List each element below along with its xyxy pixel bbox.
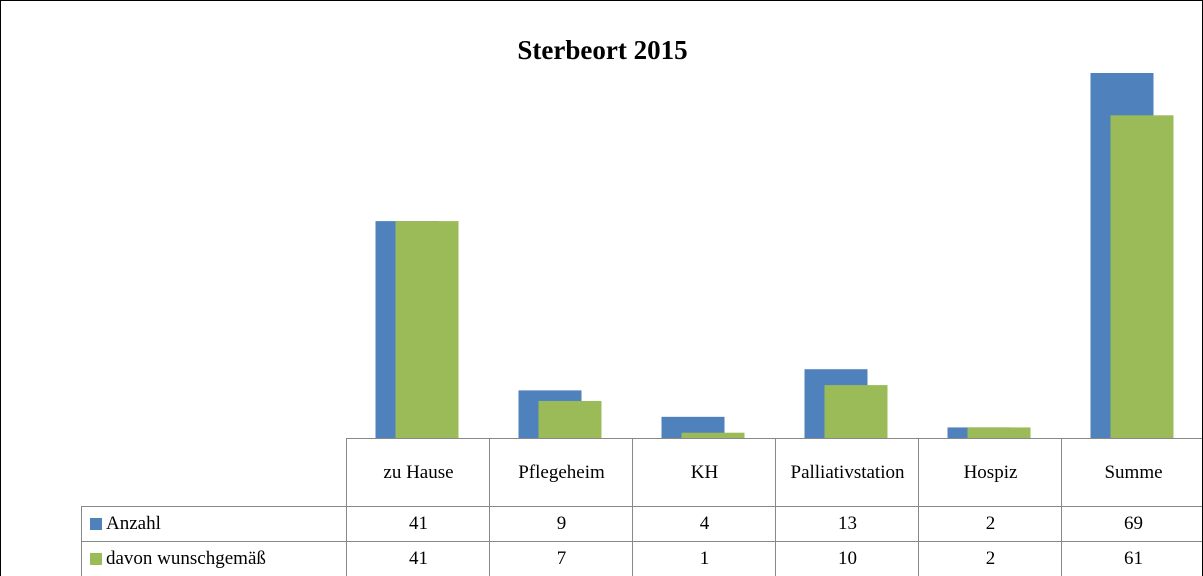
table-value: 41 [346,541,490,576]
table-value: 9 [489,506,633,541]
table-value-text: 41 [409,513,428,535]
table-value: 10 [775,541,919,576]
column-header-text: Hospiz [963,461,1018,483]
bar [967,427,1031,438]
column-header: Pflegeheim [489,438,633,506]
table-value-text: 2 [985,513,996,535]
column-header: Hospiz [918,438,1062,506]
table-value-text: 1 [699,548,710,570]
column-header-text: Pflegeheim [518,461,605,483]
table-value: 13 [775,506,919,541]
bar [1110,115,1174,438]
legend-label: davon wunschgemäß [106,548,266,570]
column-header-text: zu Hause [383,461,454,483]
table-value: 4 [632,506,776,541]
table-value: 61 [1061,541,1202,576]
table-value-text: 4 [699,513,710,535]
chart-title: Sterbeort 2015 [517,35,688,65]
bar [538,400,602,438]
bar [395,221,459,438]
table-value-text: 69 [1124,513,1143,535]
legend-row: davon wunschgemäß [81,541,346,576]
column-header-text: Summe [1104,461,1163,483]
column-header-text: KH [690,461,719,483]
bar [824,385,888,438]
legend-label: Anzahl [106,513,161,535]
legend-row: Anzahl [81,506,346,541]
legend-key [90,553,102,565]
table-value: 1 [632,541,776,576]
table-value-text: 2 [985,548,996,570]
legend-key [90,518,102,530]
table-value: 2 [918,541,1062,576]
table-value: 69 [1061,506,1202,541]
column-header: Palliativstation [775,438,919,506]
column-header: KH [632,438,776,506]
table-value-text: 7 [556,548,567,570]
table-value-text: 9 [556,513,567,535]
table-value: 2 [918,506,1062,541]
table-value-text: 41 [409,548,428,570]
table-value: 41 [346,506,490,541]
column-header: Summe [1061,438,1202,506]
table-value: 7 [489,541,633,576]
column-header: zu Hause [346,438,490,506]
table-value-text: 61 [1124,548,1143,570]
table-value-text: 10 [838,548,857,570]
bar [681,432,745,438]
table-value-text: 13 [838,513,857,535]
column-header-text: Palliativstation [790,461,905,483]
